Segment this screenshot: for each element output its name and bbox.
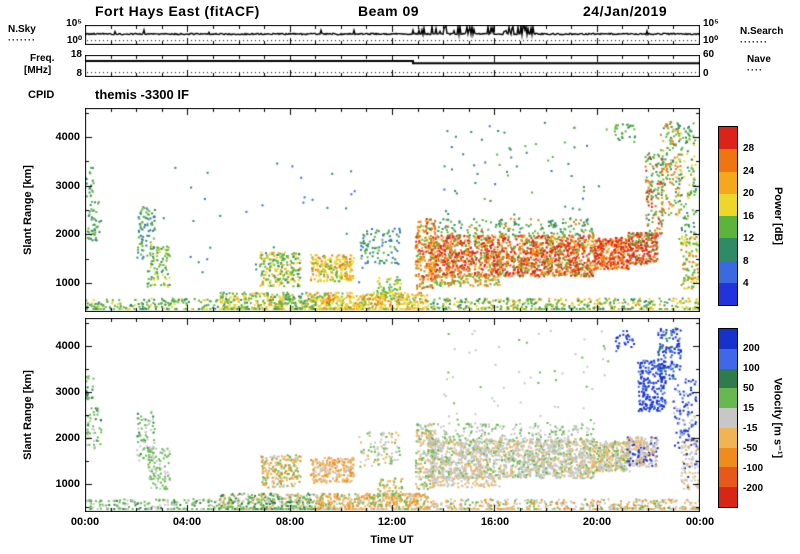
cpid-value: themis -3300 IF (95, 87, 189, 102)
power-cbar-tick: 24 (743, 166, 755, 177)
station-title: Fort Hays East (fitACF) (95, 3, 260, 19)
x-tick-label: 00:00 (685, 516, 715, 528)
freq-ytick-top: 18 (70, 49, 82, 60)
noise-search-label: N.Search (740, 26, 784, 37)
velocity-cbar-tick: 100 (743, 363, 760, 374)
cpid-label: CPID (28, 89, 55, 101)
date-label: 24/Jan/2019 (583, 3, 668, 19)
velocity-colorbar-label: Velocity [m s⁻¹] (771, 377, 784, 459)
power-ytick-4000: 4000 (55, 131, 80, 143)
nave-label: Nave (747, 54, 771, 65)
velocity-rti-canvas (85, 318, 700, 512)
noise-sky-label: N.Sky (8, 24, 36, 35)
power-rti-canvas (85, 108, 700, 312)
noise-right-tick-top: 10⁵ (703, 18, 719, 29)
x-tick-label: 00:00 (70, 516, 100, 528)
velocity-cbar-tick: -15 (743, 423, 758, 434)
noise-ytick-bottom: 10⁰ (66, 35, 82, 46)
velocity-ytick-4000: 4000 (55, 340, 80, 352)
x-tick-label: 08:00 (275, 516, 305, 528)
power-cbar-tick: 8 (743, 256, 749, 267)
velocity-cbar-tick: -200 (743, 483, 764, 494)
velocity-cbar-tick: 200 (743, 343, 760, 354)
velocity-cbar-tick: -50 (743, 443, 758, 454)
velocity-yaxis-label: Slant Range [km] (22, 370, 34, 460)
x-tick-label: 12:00 (377, 516, 407, 528)
velocity-ytick-3000: 3000 (55, 386, 80, 398)
power-yaxis-label: Slant Range [km] (22, 165, 34, 255)
power-ytick-1000: 1000 (55, 277, 80, 289)
power-cbar-tick: 12 (743, 233, 755, 244)
power-ytick-2000: 2000 (55, 228, 80, 240)
nave-linestyle-dots: ···· (747, 65, 763, 75)
power-cbar-tick: 4 (743, 278, 749, 289)
power-cbar-tick: 28 (743, 143, 755, 154)
noise-trace-canvas (85, 25, 700, 45)
x-axis-title: Time UT (370, 534, 414, 546)
noise-right-tick-bottom: 10⁰ (703, 35, 719, 46)
x-tick-label: 20:00 (582, 516, 612, 528)
velocity-ytick-1000: 1000 (55, 478, 80, 490)
freq-label-line1: Freq. (30, 53, 55, 64)
nave-tick-top: 60 (703, 49, 715, 60)
power-colorbar (718, 126, 738, 306)
noise-search-linestyle-dots: ······· (740, 37, 768, 47)
velocity-colorbar (718, 328, 738, 508)
velocity-cbar-tick: -100 (743, 463, 764, 474)
velocity-ytick-2000: 2000 (55, 432, 80, 444)
power-cbar-tick: 20 (743, 188, 755, 199)
freq-label-line2: [MHz] (24, 65, 52, 76)
freq-ytick-bottom: 8 (76, 68, 82, 79)
noise-ytick-top: 10⁵ (66, 18, 82, 29)
nave-tick-bottom: 0 (703, 68, 709, 79)
x-tick-label: 04:00 (172, 516, 202, 528)
power-ytick-3000: 3000 (55, 180, 80, 192)
x-tick-label: 16:00 (480, 516, 510, 528)
freq-trace-canvas (85, 55, 700, 77)
velocity-cbar-tick: 15 (743, 403, 755, 414)
noise-sky-linestyle-dots: ······· (8, 35, 36, 45)
beam-label: Beam 09 (358, 3, 420, 19)
power-cbar-tick: 16 (743, 211, 755, 222)
velocity-cbar-tick: 50 (743, 383, 755, 394)
power-colorbar-label: Power [dB] (772, 186, 784, 246)
